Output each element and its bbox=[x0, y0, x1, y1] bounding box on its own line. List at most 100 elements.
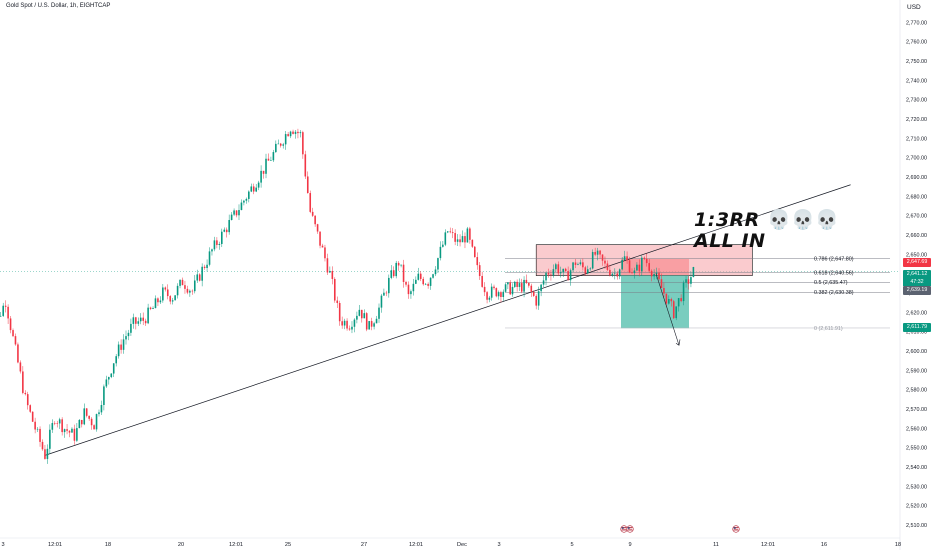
time-axis-tick-label: 27 bbox=[361, 542, 367, 548]
candle-body bbox=[478, 265, 481, 277]
candle-body bbox=[208, 251, 211, 265]
flag-stripe bbox=[627, 529, 633, 531]
candle-body bbox=[321, 245, 324, 248]
candle-body bbox=[582, 262, 584, 268]
candle-body bbox=[56, 423, 59, 424]
candle-body bbox=[604, 260, 606, 264]
candle-body bbox=[267, 158, 270, 161]
fib-level-label: 0.5 (2,635.47) bbox=[814, 280, 848, 286]
candle-body bbox=[353, 319, 356, 327]
candle-body bbox=[105, 379, 108, 387]
candle-body bbox=[658, 272, 660, 280]
candle-body bbox=[599, 250, 601, 255]
candle-body bbox=[540, 284, 542, 292]
candle-body bbox=[66, 429, 68, 431]
candle-body bbox=[402, 264, 405, 282]
candle-body bbox=[648, 263, 650, 271]
projection-arrowhead bbox=[675, 339, 681, 346]
candle-body bbox=[483, 286, 486, 293]
candle-body bbox=[645, 258, 648, 264]
candle-body bbox=[19, 362, 22, 372]
candle-body bbox=[76, 428, 78, 441]
candle-body bbox=[233, 210, 235, 215]
annotation-risk-reward-text: 1:3RR bbox=[694, 209, 760, 231]
candle-body bbox=[120, 344, 122, 350]
candle-body bbox=[383, 292, 385, 296]
time-axis-tick-label: 20 bbox=[178, 542, 184, 548]
candle-body bbox=[388, 277, 390, 294]
candle-body bbox=[193, 280, 196, 292]
symbol-title[interactable]: Gold Spot / U.S. Dollar, 1h, EIGHTCAP bbox=[6, 3, 111, 9]
candle-body bbox=[117, 344, 120, 357]
price-axis-tick-label: 2,570.00 bbox=[906, 407, 927, 413]
flag-stripe bbox=[621, 529, 627, 531]
candle-body bbox=[302, 132, 304, 155]
skull-icon: 💀💀💀 bbox=[766, 209, 840, 231]
candle-body bbox=[493, 286, 495, 289]
price-axis-tick-label: 2,760.00 bbox=[906, 40, 927, 46]
candle-body bbox=[525, 279, 528, 283]
candle-body bbox=[341, 321, 343, 326]
candle-body bbox=[643, 257, 646, 259]
candle-body bbox=[39, 428, 41, 442]
currency-button[interactable]: USD bbox=[907, 4, 921, 11]
price-axis-tick-label: 2,750.00 bbox=[906, 59, 927, 65]
candle-body bbox=[348, 328, 351, 330]
price-axis-tick-label: 2,550.00 bbox=[906, 446, 927, 452]
candle-body bbox=[650, 270, 653, 277]
fib-level-label: 0 (2,611.91) bbox=[814, 326, 843, 332]
candle-body bbox=[0, 315, 2, 317]
candle-body bbox=[535, 295, 537, 306]
candle-body bbox=[412, 283, 415, 292]
candle-body bbox=[127, 332, 130, 337]
bar-countdown-tag: 47:32 bbox=[903, 278, 931, 286]
candle-body bbox=[179, 279, 181, 286]
candle-body bbox=[26, 394, 29, 406]
candle-body bbox=[181, 279, 184, 286]
time-axis-tick-label: 11 bbox=[713, 542, 719, 548]
candle-body bbox=[584, 267, 587, 274]
candle-body bbox=[176, 285, 179, 296]
candle-body bbox=[638, 264, 641, 272]
candle-body bbox=[469, 228, 471, 240]
time-axis-tick-label: 12:01 bbox=[409, 542, 423, 548]
candle-body bbox=[108, 377, 110, 380]
candle-body bbox=[346, 320, 348, 329]
candle-body bbox=[390, 270, 393, 278]
candle-body bbox=[29, 405, 32, 412]
candle-body bbox=[110, 373, 113, 378]
candle-body bbox=[424, 283, 427, 285]
candle-body bbox=[125, 336, 127, 340]
candle-body bbox=[572, 262, 574, 271]
candle-body bbox=[225, 229, 228, 233]
candle-body bbox=[73, 428, 76, 441]
candle-body bbox=[559, 272, 562, 274]
candle-body bbox=[31, 411, 34, 422]
price-axis-tick-label: 2,560.00 bbox=[906, 426, 927, 432]
candle-body bbox=[289, 131, 292, 137]
candle-body bbox=[333, 278, 336, 301]
candle-body bbox=[502, 291, 505, 297]
stop-loss-zone bbox=[621, 258, 689, 276]
candle-body bbox=[368, 321, 370, 330]
price-axis-tick-label: 2,580.00 bbox=[906, 388, 927, 394]
candle-body bbox=[68, 430, 71, 433]
candle-body bbox=[407, 284, 410, 295]
candle-body bbox=[596, 250, 599, 255]
candle-body bbox=[262, 170, 265, 174]
candle-body bbox=[282, 144, 285, 146]
candle-body bbox=[370, 321, 373, 327]
candle-body bbox=[400, 264, 402, 266]
candle-body bbox=[252, 186, 255, 192]
price-axis-tick-label: 2,710.00 bbox=[906, 136, 927, 142]
flag-canton bbox=[621, 527, 624, 529]
candle-body bbox=[488, 297, 491, 300]
candle-body bbox=[500, 292, 502, 297]
candle-body bbox=[144, 320, 147, 324]
candle-body bbox=[260, 170, 262, 183]
candle-body bbox=[154, 298, 157, 309]
candle-body bbox=[668, 299, 670, 304]
candle-body bbox=[270, 160, 272, 161]
